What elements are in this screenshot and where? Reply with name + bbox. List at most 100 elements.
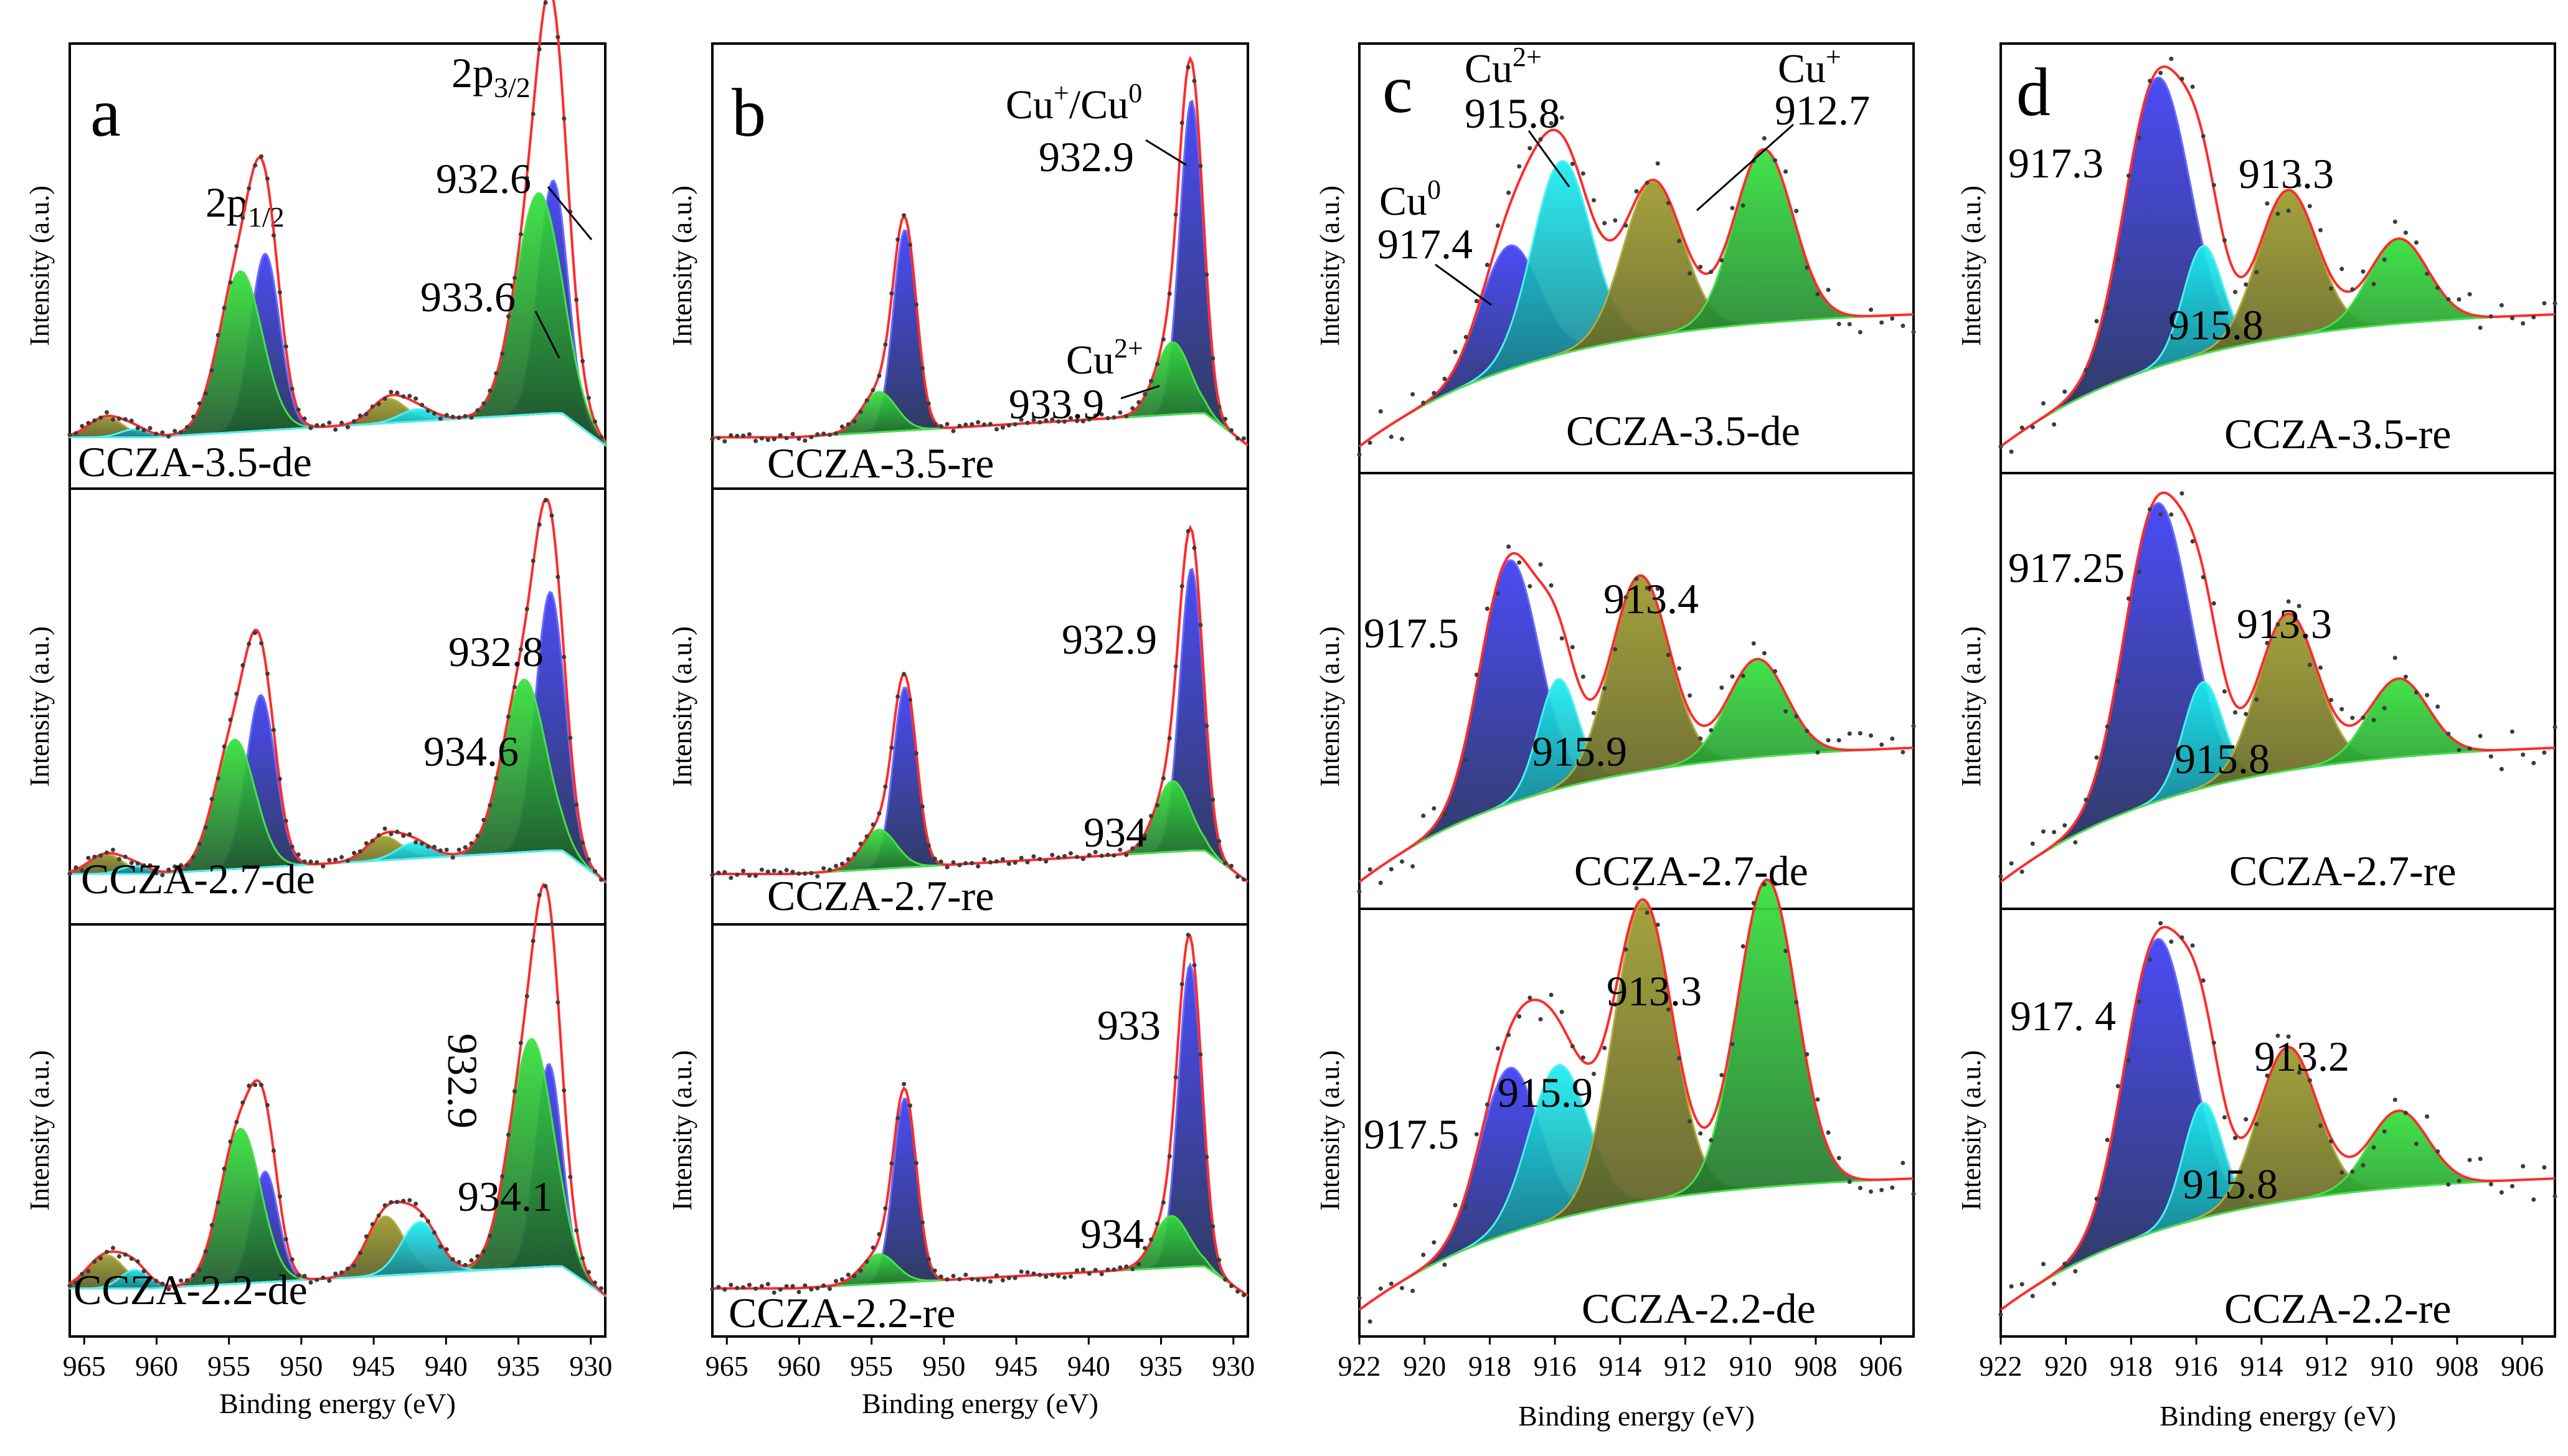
x-tick-label: 918 [1468,1350,1511,1382]
panel-d-peak-label: 913.2 [2254,1033,2349,1080]
panel-b-frame [711,42,1249,1338]
panel-c-cu0-label: Cu0 [1379,174,1441,224]
panel-d-peak-label: 913.3 [2237,600,2332,647]
panel-c-peak-label: 913.3 [1607,967,1702,1015]
panel-c-plot-2 [1357,544,1916,894]
fit-component [70,412,606,446]
panel-a-2p32-label: 2p3/2 [451,49,531,103]
panel-a-arrow [547,186,593,240]
x-tick-label: 945 [995,1350,1038,1382]
panel-b-cu2-label: Cu2+ [1066,333,1143,383]
x-tick-label: 955 [207,1350,250,1382]
raw-data-points [67,498,603,882]
fit-envelope [712,55,1249,446]
x-tick-label: 930 [569,1350,612,1382]
panel-a-peak-label: 932.6 [436,155,531,202]
panel-a-ylabel: Intensity (a.u.) [24,186,55,346]
panel-a-peak-label: 934.1 [458,1173,553,1220]
panel-a-plot-2 [67,497,607,884]
panel-c-cu2-label: Cu2+ [1465,42,1542,92]
panel-a-x-axis: 965 960 955 950 945 940 935 930 [63,1336,612,1382]
panel-a-frame [68,42,607,1338]
panel-c-cu1-label: Cu+ [1778,42,1841,92]
fit-envelope [712,934,1249,1297]
panel-c-arrow [1696,123,1794,212]
panel-a-plot-3 [67,883,607,1298]
panel-c-sample-label: CCZA-3.5-de [1566,407,1800,454]
panel-d-plot-1 [1998,57,2557,454]
panel-c-ylabel: Intensity (a.u.) [1315,186,1345,346]
panel-a-peak-label: 932.8 [448,628,544,675]
x-tick-label: 935 [1140,1350,1183,1382]
panel-a-xlabel: Binding energy (eV) [219,1388,456,1419]
fit-component [70,1038,607,1298]
panel-a-arrow [534,311,560,359]
panel-c-peak-label: 917.4 [1377,220,1473,268]
x-tick-label: 906 [2501,1350,2544,1382]
panel-b-plot-3 [710,932,1249,1297]
panel-d-sample-label: CCZA-2.7-re [2229,847,2456,895]
fit-envelope [1358,128,1914,448]
fit-envelope [69,497,607,883]
panel-a-plot-1 [67,0,607,448]
fit-envelope [1358,878,1914,1311]
panel-c-arrow [1435,263,1492,306]
x-tick-label: 908 [2435,1350,2478,1382]
x-tick-label: 965 [63,1350,106,1382]
panel-d-ylabel: Intensity (a.u.) [1956,1050,1986,1211]
panel-a: a 2p1/2 2p3/2 932.6 933.6 CCZA-3.5-de 93… [24,0,612,1419]
panel-c-ylabel: Intensity (a.u.) [1315,1050,1345,1211]
panel-d-ylabel: Intensity (a.u.) [1956,626,1986,787]
panel-d-plot-3 [1998,921,2557,1317]
panel-a-peak-label: 933.6 [420,273,516,321]
panel-c-sample-label: CCZA-2.7-de [1574,847,1808,895]
raw-data-points [1998,57,2557,454]
fit-component [712,1214,1249,1297]
fit-component [70,849,606,883]
panel-b-xlabel: Binding energy (eV) [862,1388,1098,1419]
x-tick-label: 910 [1729,1350,1772,1382]
x-tick-label: 940 [425,1350,468,1382]
raw-data-points [710,932,1246,1297]
panel-c-peak-label: 917.5 [1364,1111,1459,1158]
panel-a-peak-label: 932.9 [439,1033,486,1129]
raw-data-points [1998,491,2557,879]
x-tick-label: 935 [497,1350,540,1382]
panel-b-peak-label: 932.9 [1062,616,1157,663]
x-tick-label: 960 [135,1350,178,1382]
panel-d-frame [1999,42,2556,1338]
x-tick-label: 906 [1859,1350,1902,1382]
panel-c-frame [1358,42,1915,1338]
panel-a-sample-label: CCZA-2.2-de [73,1266,308,1313]
panel-b-plot-2 [710,524,1249,883]
panel-d-sample-label: CCZA-3.5-re [2224,410,2451,458]
raw-data-points [1357,115,1916,457]
fit-component [712,341,1249,446]
fit-envelope [69,0,607,443]
x-tick-label: 914 [1598,1350,1641,1382]
panel-c-plot-3 [1357,878,1916,1324]
panel-c: c Cu0 917.4 Cu2+ 915.8 Cu+ 912.7 CCZA-3.… [1315,42,1916,1432]
x-tick-label: 918 [2110,1350,2153,1382]
panel-b-x-axis: 965 960 955 950 945 940 935 930 [706,1336,1255,1382]
panel-c-x-axis: 922 920 918 916 914 912 910 908 906 [1338,1336,1902,1382]
fit-component [70,1265,606,1297]
panel-c-xlabel: Binding energy (eV) [1518,1400,1755,1432]
panel-c-plot-1 [1357,115,1916,457]
panel-d-sample-label: CCZA-2.2-re [2224,1285,2451,1332]
fit-envelope [1999,926,2556,1311]
panel-d-peak-label: 915.8 [2174,735,2270,782]
panel-c-peak-label: 917.5 [1364,609,1459,657]
panel-c-sample-label: CCZA-2.2-de [1582,1285,1816,1332]
panel-c-letter: c [1382,51,1413,127]
x-tick-label: 920 [1403,1350,1446,1382]
panel-b-peak-label: 933 [1097,1002,1161,1049]
x-tick-label: 945 [352,1350,395,1382]
raw-data-points [710,65,1246,444]
fit-envelope [712,524,1249,883]
panel-d-x-axis: 922 920 918 916 914 912 910 908 906 [1980,1336,2544,1382]
panel-c-peak-label: 913.4 [1603,575,1699,622]
raw-data-points [1998,921,2557,1317]
panel-a-sample-label: CCZA-3.5-de [78,438,312,486]
